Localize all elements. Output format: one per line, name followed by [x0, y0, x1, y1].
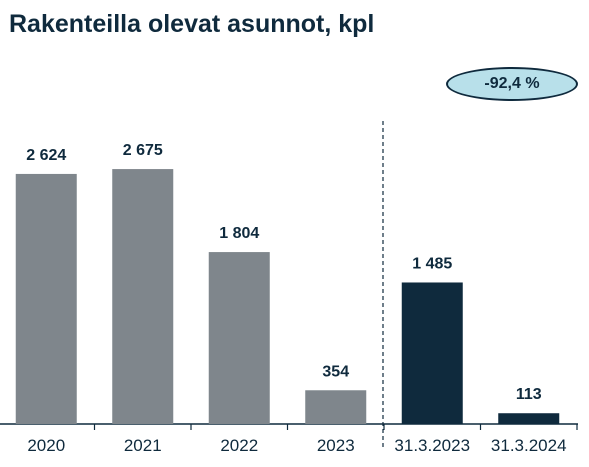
x-axis-ticks: [93, 424, 578, 430]
x-tick-label: 31.3.2024: [491, 436, 567, 455]
chart-title: Rakenteilla olevat asunnot, kpl: [9, 10, 375, 38]
x-tick-label: 2022: [220, 436, 258, 455]
change-badge: -92,4 %: [446, 67, 578, 101]
x-tick-label: 2023: [317, 436, 355, 455]
x-tick-label: 2020: [27, 436, 65, 455]
x-tick-labels: 2020 2021 2022 2023 31.3.2023 31.3.2024: [27, 436, 566, 455]
bar-value-label: 2 675: [123, 142, 163, 159]
bar-2022: [208, 252, 270, 424]
bar-value-labels: 2 624 2 675 1 804 354 1 485 113: [26, 142, 542, 403]
bar-2020: [15, 173, 77, 424]
bars-group: [15, 169, 560, 424]
bar-31.3.2023: [401, 282, 463, 424]
bar-value-label: 1 804: [219, 225, 259, 242]
x-tick-label: 31.3.2023: [394, 436, 470, 455]
bar-value-label: 1 485: [412, 255, 452, 272]
bar-31.3.2024: [498, 413, 560, 424]
bar-value-label: 2 624: [26, 147, 66, 164]
bar-2021: [112, 169, 174, 424]
bar-value-label: 113: [516, 386, 542, 403]
x-tick-label: 2021: [124, 436, 162, 455]
bar-value-label: 354: [322, 363, 349, 380]
bar-2023: [305, 390, 367, 424]
